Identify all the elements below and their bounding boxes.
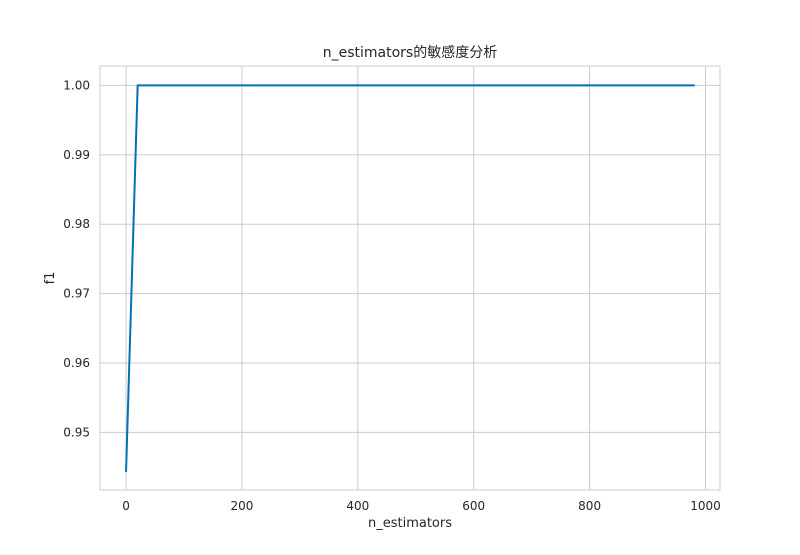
plot-area <box>100 66 720 490</box>
x-tick-label: 400 <box>346 499 369 513</box>
y-tick-label: 0.97 <box>63 287 90 301</box>
x-tick-label: 1000 <box>690 499 721 513</box>
x-tick-label: 0 <box>122 499 130 513</box>
x-axis-label: n_estimators <box>368 516 452 531</box>
chart-title: n_estimators的敏感度分析 <box>323 44 497 61</box>
y-tick-label: 0.98 <box>63 217 90 231</box>
y-tick-label: 0.96 <box>63 356 90 370</box>
x-tick-label: 800 <box>578 499 601 513</box>
y-tick-label: 0.95 <box>63 425 90 439</box>
y-tick-label: 0.99 <box>63 148 90 162</box>
y-tick-label: 1.00 <box>63 78 90 92</box>
y-axis-label: f1 <box>43 272 58 285</box>
x-tick-label: 200 <box>231 499 254 513</box>
x-tick-label: 600 <box>462 499 485 513</box>
